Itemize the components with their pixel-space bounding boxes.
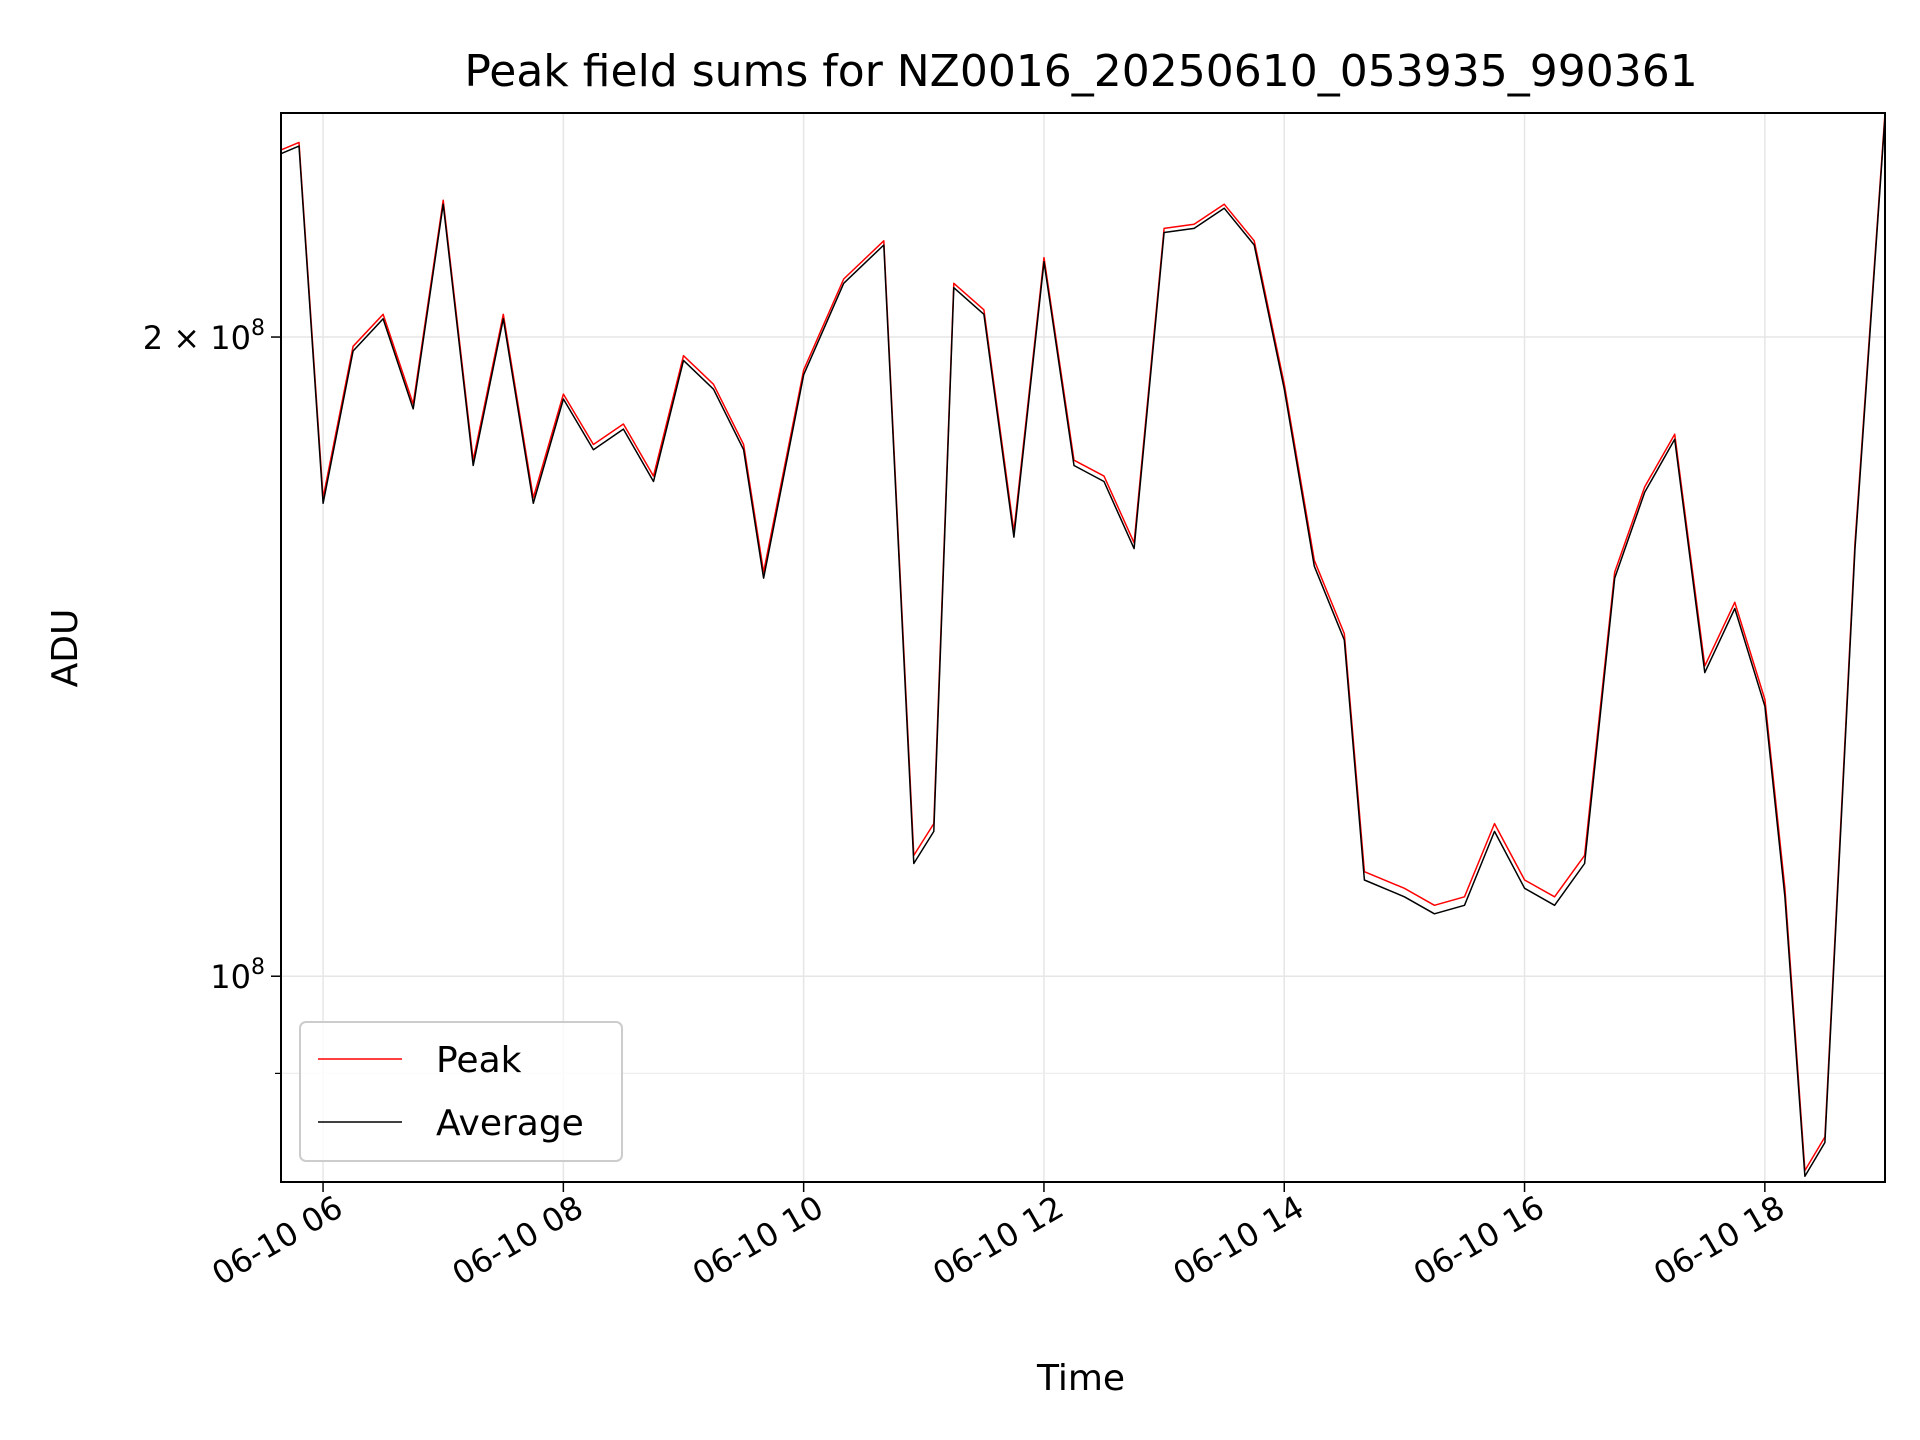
legend-box bbox=[299, 1021, 623, 1162]
y-axis: 108 2 × 108 bbox=[143, 316, 281, 1074]
y-tick-label: 108 bbox=[210, 955, 265, 996]
x-tick-label: 06-10 08 bbox=[446, 1188, 590, 1293]
plot-frame bbox=[280, 112, 1886, 1183]
x-tick-label: 06-10 12 bbox=[926, 1188, 1070, 1293]
series-lines bbox=[280, 112, 1886, 1178]
legend: Peak Average bbox=[299, 1021, 623, 1162]
x-tick-label: 06-10 16 bbox=[1407, 1188, 1551, 1293]
x-tick-label: 06-10 14 bbox=[1167, 1188, 1311, 1293]
series-line-peak bbox=[280, 112, 1886, 1172]
y-tick-label: 2 × 108 bbox=[143, 316, 265, 357]
legend-label-average: Average bbox=[436, 1103, 584, 1144]
series-line-average bbox=[280, 116, 1886, 1178]
gridlines bbox=[281, 113, 1885, 1182]
x-axis: 06-10 06 06-10 08 06-10 10 06-10 12 06-10 14… bbox=[205, 1182, 1791, 1293]
x-tick-label: 06-10 10 bbox=[686, 1188, 830, 1293]
x-tick-label: 06-10 06 bbox=[205, 1188, 349, 1293]
legend-label-peak: Peak bbox=[436, 1040, 522, 1081]
x-tick-label: 06-10 18 bbox=[1647, 1188, 1791, 1293]
chart-title: Peak field sums for NZ0016_20250610_0539… bbox=[464, 46, 1697, 97]
x-axis-title: Time bbox=[1036, 1358, 1125, 1399]
y-axis-title: ADU bbox=[45, 609, 86, 688]
